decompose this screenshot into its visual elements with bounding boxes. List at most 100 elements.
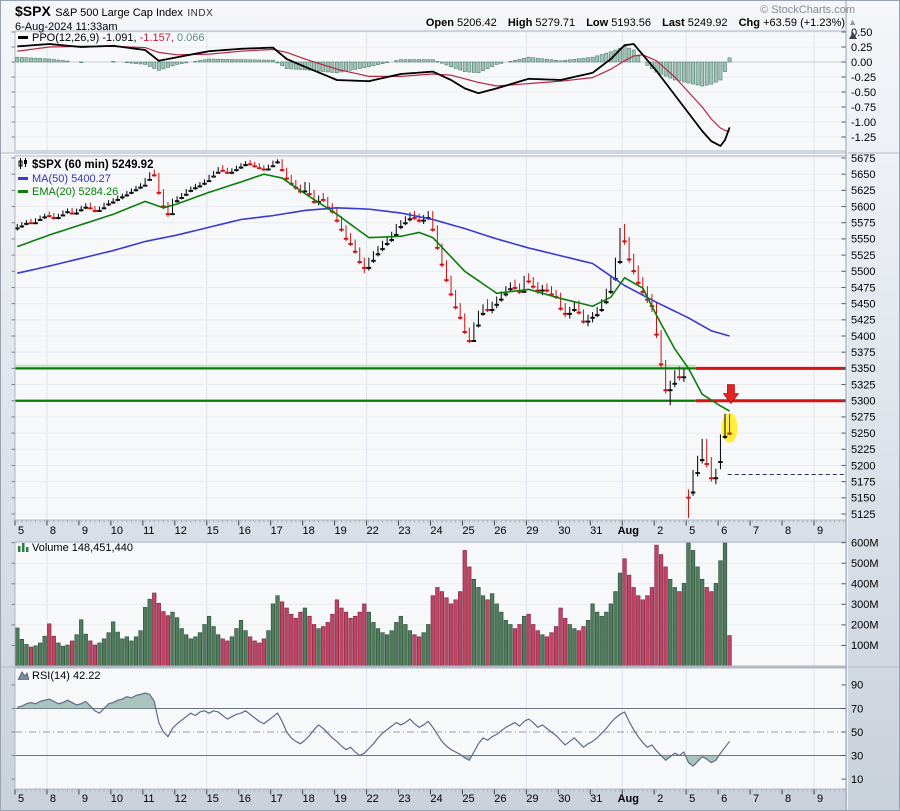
svg-text:31: 31 <box>590 525 602 537</box>
svg-text:5550: 5550 <box>851 234 875 246</box>
svg-text:8: 8 <box>785 525 791 537</box>
svg-text:9: 9 <box>82 793 88 805</box>
svg-text:17: 17 <box>271 525 283 537</box>
svg-text:10: 10 <box>111 525 123 537</box>
svg-text:5450: 5450 <box>851 298 875 310</box>
ppo-line-swatch-icon <box>18 35 28 39</box>
svg-text:-1.00: -1.00 <box>851 117 876 129</box>
svg-text:7: 7 <box>753 793 759 805</box>
svg-text:11: 11 <box>143 793 154 805</box>
price-symbol: $SPX (60 min) <box>32 159 109 171</box>
svg-text:2: 2 <box>657 525 663 537</box>
svg-text:9: 9 <box>82 525 88 537</box>
svg-text:5250: 5250 <box>851 428 875 440</box>
svg-text:-0.75: -0.75 <box>851 102 876 114</box>
svg-text:15: 15 <box>207 793 219 805</box>
svg-text:5600: 5600 <box>851 201 875 213</box>
ma50-swatch-icon <box>18 176 28 180</box>
svg-text:18: 18 <box>303 793 315 805</box>
svg-text:23: 23 <box>398 525 410 537</box>
svg-text:70: 70 <box>851 703 863 715</box>
svg-text:5475: 5475 <box>851 282 875 294</box>
svg-text:5500: 5500 <box>851 266 875 278</box>
svg-text:19: 19 <box>334 525 346 537</box>
rsi-mountain-icon <box>17 670 30 684</box>
svg-text:7: 7 <box>753 525 759 537</box>
svg-text:5400: 5400 <box>851 331 875 343</box>
svg-text:200M: 200M <box>851 620 879 632</box>
svg-text:15: 15 <box>207 525 219 537</box>
svg-text:18: 18 <box>303 525 315 537</box>
price-legend: $SPX (60 min) 5249.92 MA(50) 5400.27 EMA… <box>18 158 153 199</box>
svg-text:-0.50: -0.50 <box>851 87 876 99</box>
svg-text:24: 24 <box>430 793 442 805</box>
ppo-hist-value: 0.066 <box>176 32 205 44</box>
high-value: 5279.71 <box>535 17 576 29</box>
svg-text:25: 25 <box>462 793 474 805</box>
chg-label: Chg <box>738 17 760 29</box>
svg-text:-1.25: -1.25 <box>851 132 876 144</box>
svg-text:30: 30 <box>851 750 863 762</box>
title-row: $SPX S&P 500 Large Cap Index INDX <box>15 3 213 21</box>
svg-text:5650: 5650 <box>851 169 875 181</box>
svg-text:31: 31 <box>590 793 602 805</box>
ppo-name: PPO(12,26,9) <box>32 32 100 44</box>
ema20-label: EMA(20) 5284.26 <box>32 186 119 198</box>
ppo-value: -1.091, <box>102 32 137 44</box>
svg-text:2: 2 <box>657 793 663 805</box>
copyright: © StockCharts.com <box>760 4 855 16</box>
svg-text:0.00: 0.00 <box>851 57 872 69</box>
svg-text:Aug: Aug <box>618 525 639 537</box>
volume-value: 148,451,440 <box>71 542 133 554</box>
svg-text:16: 16 <box>239 525 251 537</box>
svg-text:90: 90 <box>851 680 863 692</box>
ma50-legend-row: MA(50) 5400.27 <box>18 173 153 186</box>
ema20-swatch-icon <box>18 189 28 193</box>
rsi-label: RSI(14) <box>32 670 70 682</box>
last-label: Last <box>662 17 685 29</box>
svg-text:50: 50 <box>851 727 863 739</box>
ema20-legend-row: EMA(20) 5284.26 <box>18 186 153 199</box>
exchange: INDX <box>187 8 214 19</box>
svg-text:22: 22 <box>366 793 378 805</box>
svg-text:11: 11 <box>143 525 154 537</box>
svg-text:100M: 100M <box>851 640 879 652</box>
chart-datetime: 6-Aug-2024 11:33am <box>15 21 118 33</box>
svg-text:0.50: 0.50 <box>851 27 872 39</box>
index-name: S&P 500 Large Cap Index <box>55 7 183 19</box>
svg-text:26: 26 <box>494 793 506 805</box>
svg-text:5425: 5425 <box>851 315 875 327</box>
last-value: 5249.92 <box>687 17 728 29</box>
svg-text:9: 9 <box>817 525 823 537</box>
volume-legend: Volume 148,451,440 <box>18 542 133 556</box>
rsi-legend: RSI(14) 42.22 <box>17 670 101 684</box>
svg-text:500M: 500M <box>851 558 879 570</box>
candlestick-icon <box>18 158 29 173</box>
low-value: 5193.56 <box>611 17 652 29</box>
svg-text:-0.25: -0.25 <box>851 72 876 84</box>
quote-line: Open 5206.42 High 5279.71 Low 5193.56 La… <box>418 17 857 29</box>
svg-text:Aug: Aug <box>618 793 639 805</box>
open-label: Open <box>425 17 454 29</box>
svg-text:9: 9 <box>817 793 823 805</box>
svg-text:8: 8 <box>50 793 56 805</box>
high-label: High <box>507 17 533 29</box>
price-legend-symbol-row: $SPX (60 min) 5249.92 <box>18 158 153 173</box>
volume-bars-icon <box>18 542 29 556</box>
svg-text:29: 29 <box>526 793 538 805</box>
svg-text:5200: 5200 <box>851 460 875 472</box>
open-value: 5206.42 <box>457 17 497 29</box>
svg-text:300M: 300M <box>851 599 879 611</box>
svg-text:5: 5 <box>689 793 695 805</box>
rsi-value: 42.22 <box>72 670 101 682</box>
svg-text:5: 5 <box>18 525 24 537</box>
svg-text:5575: 5575 <box>851 218 875 230</box>
ppo-signal-value: -1.157, <box>139 32 174 44</box>
svg-text:10: 10 <box>111 793 123 805</box>
svg-text:5: 5 <box>689 525 695 537</box>
svg-text:29: 29 <box>526 525 538 537</box>
svg-text:26: 26 <box>494 525 506 537</box>
change-up-icon: ▲ <box>848 17 857 27</box>
